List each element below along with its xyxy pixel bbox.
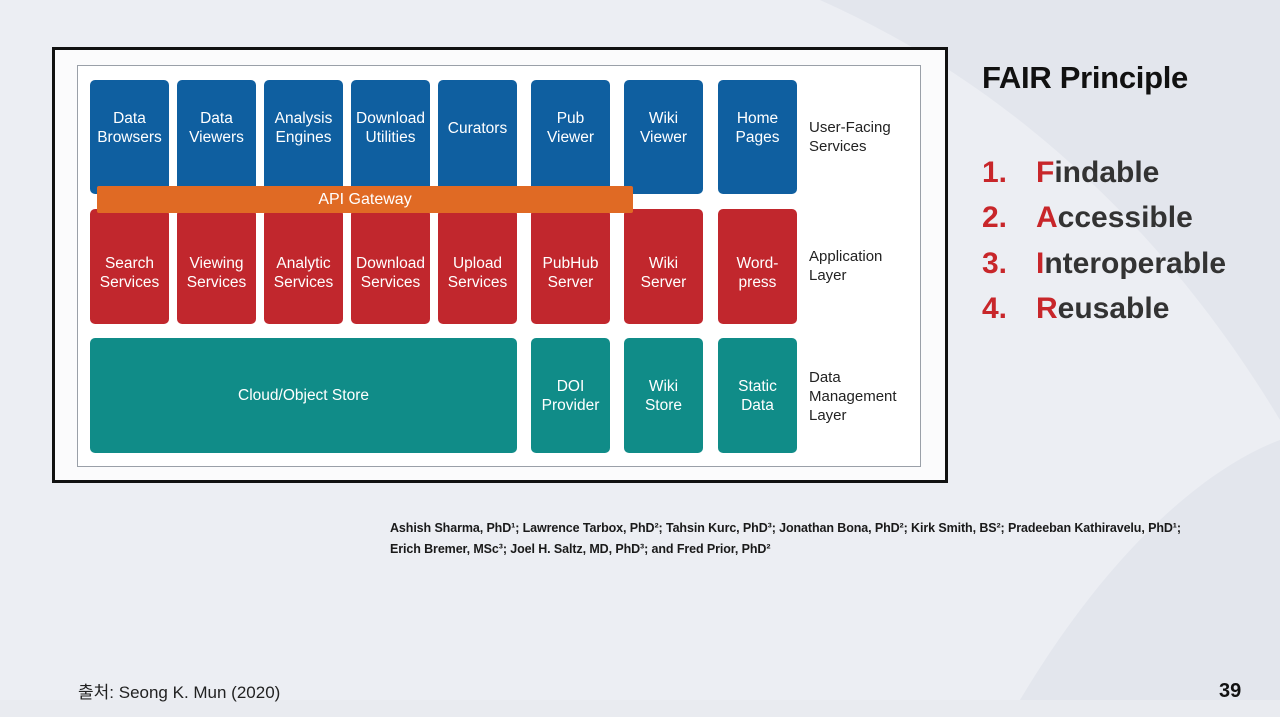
box-home-pages: Home Pages	[718, 80, 797, 194]
layer-label-data-management: Data Management Layer	[809, 369, 897, 424]
box-curators: Curators	[438, 80, 517, 194]
layer-label-application: Application Layer	[809, 248, 883, 284]
box-pub-viewer: Pub Viewer	[531, 80, 610, 194]
fair-item-rest: indable	[1054, 155, 1160, 189]
fair-item-rest: eusable	[1057, 292, 1170, 326]
box-search-services: Search Services	[90, 209, 169, 324]
fair-item-number: 2.	[982, 201, 1008, 235]
box-download-utilities: Download Utilities	[351, 80, 430, 194]
fair-item-number: 1.	[982, 155, 1008, 189]
fair-item-number: 4.	[982, 292, 1008, 326]
box-wiki-store: Wiki Store	[624, 338, 703, 453]
fair-item-rest: nteroperable	[1044, 246, 1227, 280]
box-wordpress: Word- press	[718, 209, 797, 324]
box-viewing-services: Viewing Services	[177, 209, 256, 324]
box-static-data: Static Data	[718, 338, 797, 453]
box-pubhub-server: PubHub Server	[531, 209, 610, 324]
layer-label-user-facing: User-Facing Services	[809, 119, 891, 155]
box-cloud-object-store: Cloud/Object Store	[90, 338, 517, 453]
fair-item-initial: F	[1036, 155, 1055, 189]
api-gateway-bar: API Gateway	[97, 186, 633, 213]
box-analytic-services: Analytic Services	[264, 209, 343, 324]
box-analysis-engines: Analysis Engines	[264, 80, 343, 194]
box-doi-provider: DOI Provider	[531, 338, 610, 453]
box-wiki-viewer: Wiki Viewer	[624, 80, 703, 194]
fair-item-initial: R	[1036, 292, 1058, 326]
fair-item-rest: ccessible	[1057, 201, 1193, 235]
fair-item-initial: I	[1036, 246, 1045, 280]
fair-item-initial: A	[1036, 201, 1058, 235]
box-wiki-server: Wiki Server	[624, 209, 703, 324]
fair-title: FAIR Principle	[982, 60, 1188, 95]
box-data-viewers: Data Viewers	[177, 80, 256, 194]
box-upload-services: Upload Services	[438, 209, 517, 324]
authors-citation: Ashish Sharma, PhD¹; Lawrence Tarbox, Ph…	[390, 521, 1181, 556]
page-number: 39	[1219, 680, 1242, 702]
source-citation: 출처: Seong K. Mun (2020)	[78, 683, 281, 702]
box-download-services: Download Services	[351, 209, 430, 324]
fair-item-number: 3.	[982, 246, 1008, 280]
box-data-browsers: Data Browsers	[90, 80, 169, 194]
